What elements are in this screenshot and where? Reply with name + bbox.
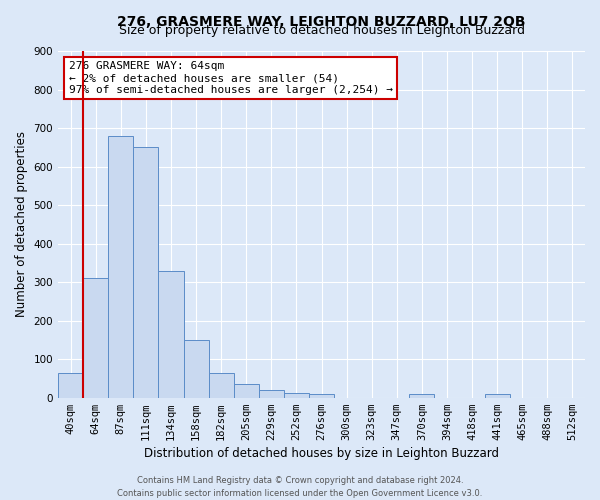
Bar xyxy=(184,340,209,398)
Title: 276, GRASMERE WAY, LEIGHTON BUZZARD, LU7 2QB: 276, GRASMERE WAY, LEIGHTON BUZZARD, LU7… xyxy=(117,15,526,29)
Bar xyxy=(158,270,184,398)
Bar xyxy=(259,390,284,398)
Bar xyxy=(133,148,158,398)
Bar xyxy=(108,136,133,398)
Bar xyxy=(284,393,309,398)
X-axis label: Distribution of detached houses by size in Leighton Buzzard: Distribution of detached houses by size … xyxy=(144,447,499,460)
Bar xyxy=(409,394,434,398)
Text: Contains HM Land Registry data © Crown copyright and database right 2024.
Contai: Contains HM Land Registry data © Crown c… xyxy=(118,476,482,498)
Bar xyxy=(233,384,259,398)
Y-axis label: Number of detached properties: Number of detached properties xyxy=(15,132,28,318)
Bar xyxy=(485,394,510,398)
Text: Size of property relative to detached houses in Leighton Buzzard: Size of property relative to detached ho… xyxy=(119,24,524,37)
Bar xyxy=(209,372,233,398)
Bar xyxy=(83,278,108,398)
Text: 276 GRASMERE WAY: 64sqm
← 2% of detached houses are smaller (54)
97% of semi-det: 276 GRASMERE WAY: 64sqm ← 2% of detached… xyxy=(68,62,392,94)
Bar xyxy=(58,372,83,398)
Bar xyxy=(309,394,334,398)
